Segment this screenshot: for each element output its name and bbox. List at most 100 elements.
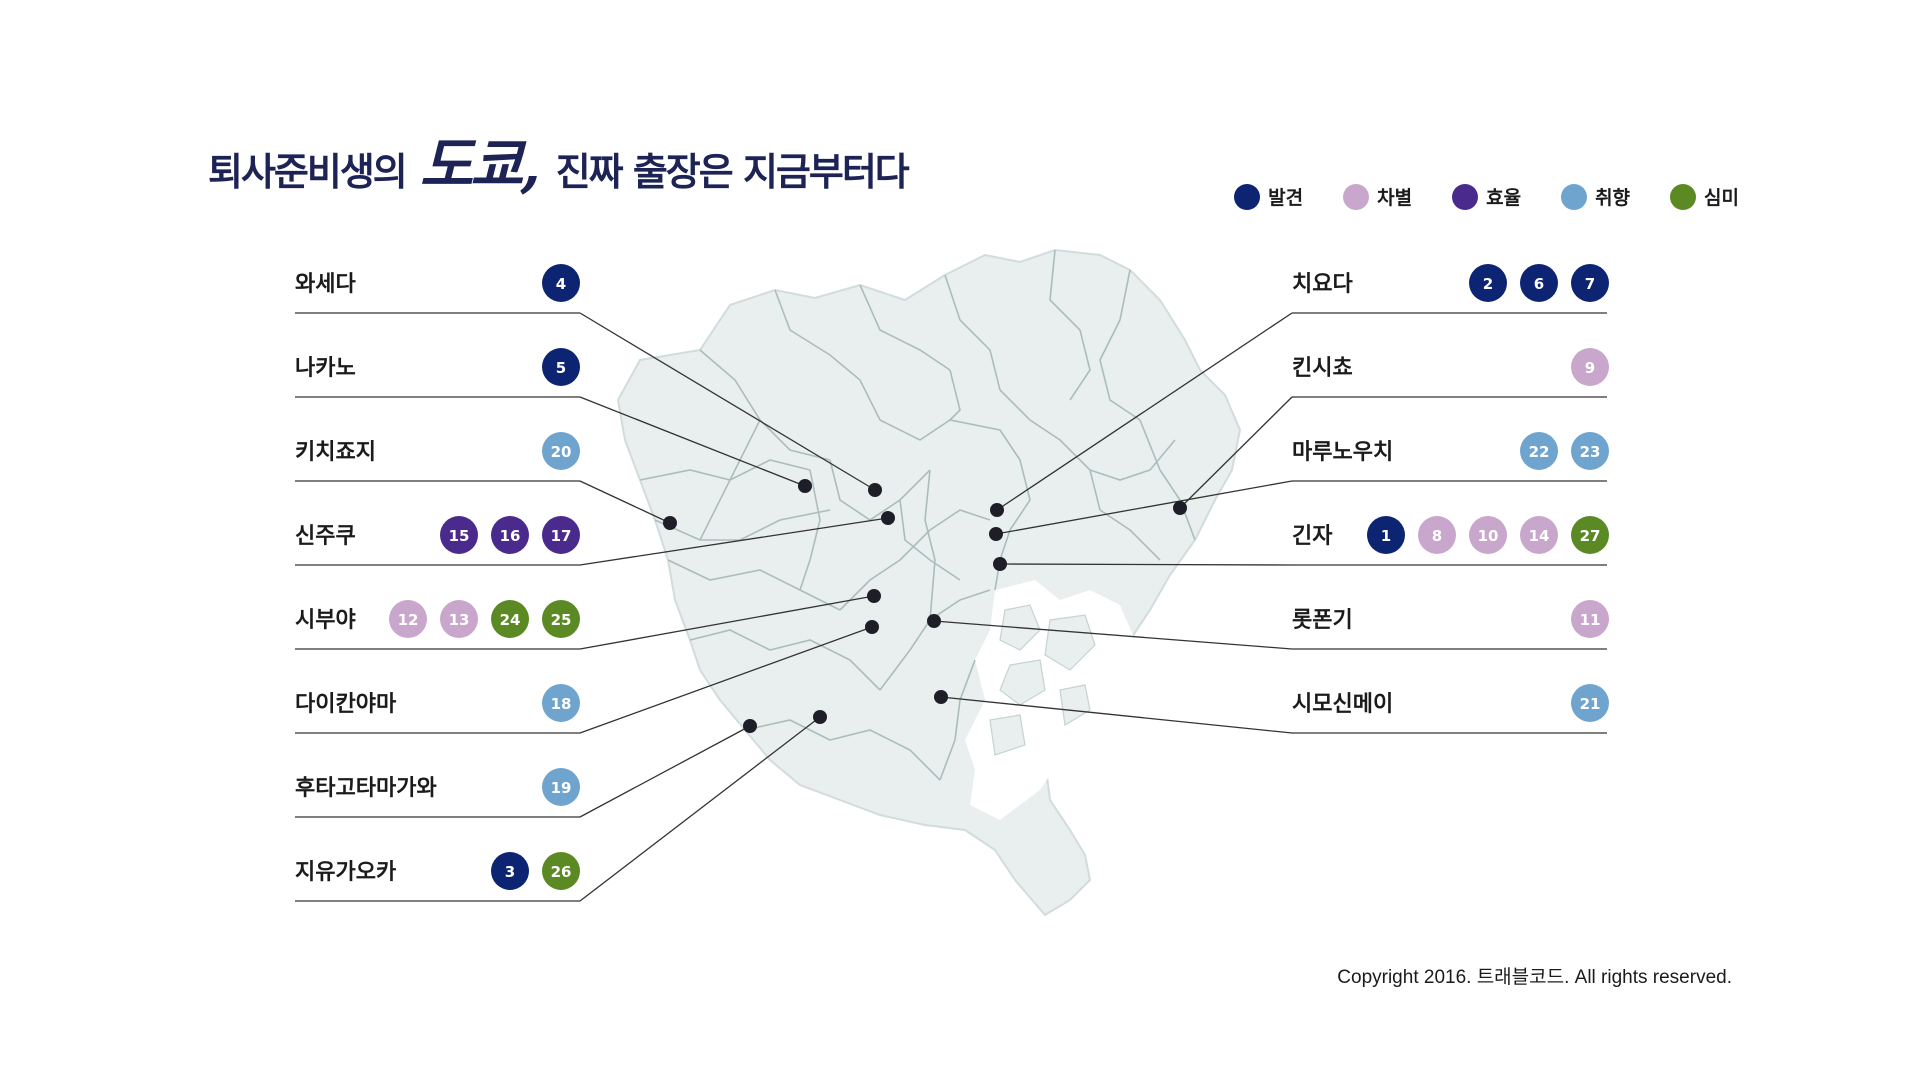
badge-number: 11 bbox=[1580, 611, 1601, 629]
legend-item-0: 발견 bbox=[1234, 183, 1303, 210]
location-name: 긴자 bbox=[1292, 524, 1333, 549]
legend-label: 취향 bbox=[1595, 187, 1631, 209]
number-badge: 23 bbox=[1571, 432, 1609, 470]
leader-line bbox=[579, 725, 751, 818]
badge-number: 14 bbox=[1529, 527, 1550, 545]
legend-dot-icon bbox=[1561, 183, 1588, 210]
badge-circle bbox=[542, 684, 580, 722]
location-name: 신주쿠 bbox=[295, 524, 356, 549]
location-marker bbox=[989, 527, 1003, 541]
left-location-list: 와세다 4 나카노 5 키치죠지 20 신주쿠 15 16 17 시부야 12 13 24 25 다이칸야마 1… bbox=[295, 264, 580, 902]
badge-circle bbox=[1571, 516, 1609, 554]
badge-circle bbox=[542, 768, 580, 806]
legend-dot-icon bbox=[1452, 183, 1479, 210]
badge-circle bbox=[542, 516, 580, 554]
badge-number: 22 bbox=[1529, 443, 1550, 461]
badge-circle bbox=[491, 516, 529, 554]
location-row-right: 롯폰기 11 bbox=[1292, 600, 1609, 650]
badge-number: 20 bbox=[551, 443, 572, 461]
number-badge: 5 bbox=[542, 348, 580, 386]
badge-number: 6 bbox=[1534, 275, 1544, 293]
badge-number: 15 bbox=[449, 527, 470, 545]
location-name: 시모신메이 bbox=[1292, 692, 1393, 717]
number-badge: 14 bbox=[1520, 516, 1558, 554]
location-marker bbox=[743, 719, 757, 733]
location-name: 후타고타마가와 bbox=[295, 776, 437, 801]
number-badge: 2 bbox=[1469, 264, 1507, 302]
number-badge: 20 bbox=[542, 432, 580, 470]
location-row-right: 킨시쵸 9 bbox=[1292, 348, 1609, 398]
number-badge: 26 bbox=[542, 852, 580, 890]
badge-number: 12 bbox=[398, 611, 419, 629]
location-name: 나카노 bbox=[295, 356, 356, 381]
badge-number: 7 bbox=[1585, 275, 1595, 293]
number-badge: 15 bbox=[440, 516, 478, 554]
number-badge: 4 bbox=[542, 264, 580, 302]
number-badge: 19 bbox=[542, 768, 580, 806]
badge-circle bbox=[491, 852, 529, 890]
badge-circle bbox=[491, 600, 529, 638]
number-badge: 8 bbox=[1418, 516, 1456, 554]
location-marker bbox=[1173, 501, 1187, 515]
location-name: 다이칸야마 bbox=[295, 692, 397, 717]
number-badge: 21 bbox=[1571, 684, 1609, 722]
location-name: 치요다 bbox=[1292, 272, 1353, 297]
badge-circle bbox=[440, 516, 478, 554]
legend: 발견 차별 효율 취향 심미 bbox=[1234, 183, 1739, 210]
title-script-logo: 도쿄, bbox=[419, 131, 541, 199]
badge-number: 16 bbox=[500, 527, 521, 545]
title-suffix: 진짜 출장은 지금부터다 bbox=[555, 150, 910, 194]
legend-dot-icon bbox=[1234, 183, 1261, 210]
location-row-left: 나카노 5 bbox=[295, 348, 580, 398]
number-badge: 16 bbox=[491, 516, 529, 554]
location-row-right: 마루노우치 22 23 bbox=[1292, 432, 1609, 482]
location-marker bbox=[798, 479, 812, 493]
leader-line bbox=[579, 396, 806, 487]
badge-circle bbox=[1469, 516, 1507, 554]
number-badge: 24 bbox=[491, 600, 529, 638]
leader-line bbox=[579, 312, 876, 491]
badge-circle bbox=[542, 600, 580, 638]
number-badge: 12 bbox=[389, 600, 427, 638]
badge-circle bbox=[440, 600, 478, 638]
location-name: 시부야 bbox=[295, 608, 356, 633]
badge-circle bbox=[1418, 516, 1456, 554]
location-marker bbox=[663, 516, 677, 530]
map-markers bbox=[663, 479, 1187, 733]
title-prefix: 퇴사준비생의 bbox=[208, 150, 408, 194]
location-marker bbox=[867, 589, 881, 603]
number-badge: 6 bbox=[1520, 264, 1558, 302]
location-name: 킨시쵸 bbox=[1292, 356, 1353, 381]
badge-number: 21 bbox=[1580, 695, 1601, 713]
leader-line bbox=[579, 517, 889, 566]
location-marker bbox=[927, 614, 941, 628]
leader-line bbox=[995, 480, 1293, 535]
location-row-left: 지유가오카 3 26 bbox=[295, 852, 580, 902]
location-row-right: 치요다 2 6 7 bbox=[1292, 264, 1609, 314]
number-badge: 7 bbox=[1571, 264, 1609, 302]
badge-number: 27 bbox=[1580, 527, 1601, 545]
badge-number: 25 bbox=[551, 611, 572, 629]
number-badge: 3 bbox=[491, 852, 529, 890]
leader-line bbox=[579, 716, 821, 902]
leader-line bbox=[933, 620, 1293, 650]
location-marker bbox=[990, 503, 1004, 517]
legend-item-4: 심미 bbox=[1670, 183, 1739, 210]
badge-number: 3 bbox=[505, 863, 515, 881]
location-name: 마루노우치 bbox=[1292, 440, 1393, 465]
badge-circle bbox=[1571, 684, 1609, 722]
leader-line bbox=[996, 312, 1293, 511]
legend-dot-icon bbox=[1343, 183, 1370, 210]
right-location-list: 치요다 2 6 7 킨시쵸 9 마루노우치 22 23 긴자 1 8 10 14 27 롯폰기 11 시모신메이 2… bbox=[1292, 264, 1609, 734]
number-badge: 25 bbox=[542, 600, 580, 638]
location-marker bbox=[993, 557, 1007, 571]
badge-number: 26 bbox=[551, 863, 572, 881]
leader-line bbox=[940, 696, 1293, 734]
badge-number: 8 bbox=[1432, 527, 1442, 545]
connector-lines bbox=[579, 312, 1293, 902]
location-row-right: 긴자 1 8 10 14 27 bbox=[1292, 516, 1609, 566]
location-row-left: 시부야 12 13 24 25 bbox=[295, 600, 580, 650]
leader-line bbox=[579, 480, 671, 524]
